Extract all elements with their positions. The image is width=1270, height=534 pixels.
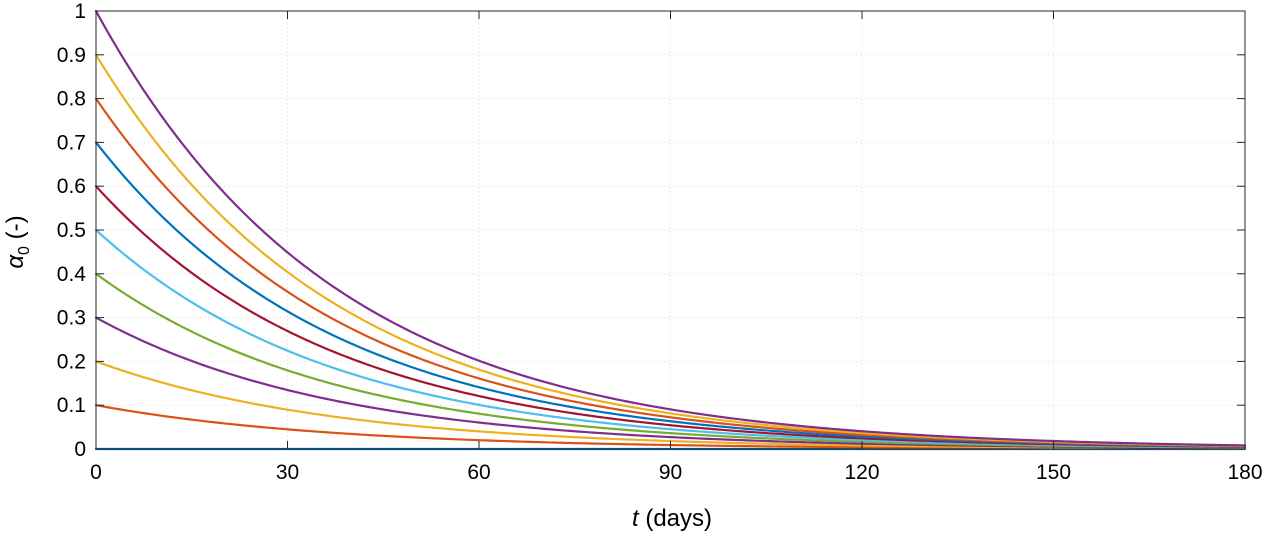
grid-lines <box>95 10 1246 450</box>
x-tick-label: 0 <box>90 461 102 484</box>
x-axis-label: t (days) <box>632 505 712 532</box>
y-axis-label-unit: (-) <box>2 215 29 246</box>
y-tick-label: 0.7 <box>57 131 86 154</box>
y-tick-label: 1 <box>74 0 86 23</box>
y-axis-label-symbol: α <box>2 254 29 269</box>
tick-marks <box>95 10 1246 450</box>
x-axis-label-unit: (days) <box>639 505 712 532</box>
y-tick-label: 0 <box>74 438 86 461</box>
x-axis-label-variable: t <box>632 505 640 532</box>
x-tick-labels: 0 30 60 90 120 150 180 <box>90 461 1262 484</box>
y-tick-label: 0.6 <box>57 175 86 198</box>
series-line-5 <box>94 228 1247 449</box>
y-tick-label: 0.4 <box>57 263 87 286</box>
y-tick-label: 0.5 <box>57 219 86 242</box>
y-tick-labels: 0 0.1 0.2 0.3 0.4 0.5 0.6 0.7 0.8 0.9 1 <box>57 0 87 461</box>
x-tick-label: 90 <box>659 461 682 484</box>
y-tick-label: 0.8 <box>57 88 86 111</box>
x-tick-label: 150 <box>1036 461 1071 484</box>
x-tick-label: 60 <box>467 461 490 484</box>
y-tick-label: 0.1 <box>57 394 86 417</box>
x-tick-label: 180 <box>1227 461 1262 484</box>
x-tick-label: 30 <box>276 461 299 484</box>
y-axis-label: α0 (-) <box>2 215 33 268</box>
y-tick-label: 0.9 <box>57 44 86 67</box>
y-axis-label-subscript: 0 <box>16 246 33 255</box>
y-tick-label: 0.3 <box>57 307 86 330</box>
x-tick-label: 120 <box>844 461 879 484</box>
y-tick-label: 0.2 <box>57 350 86 373</box>
